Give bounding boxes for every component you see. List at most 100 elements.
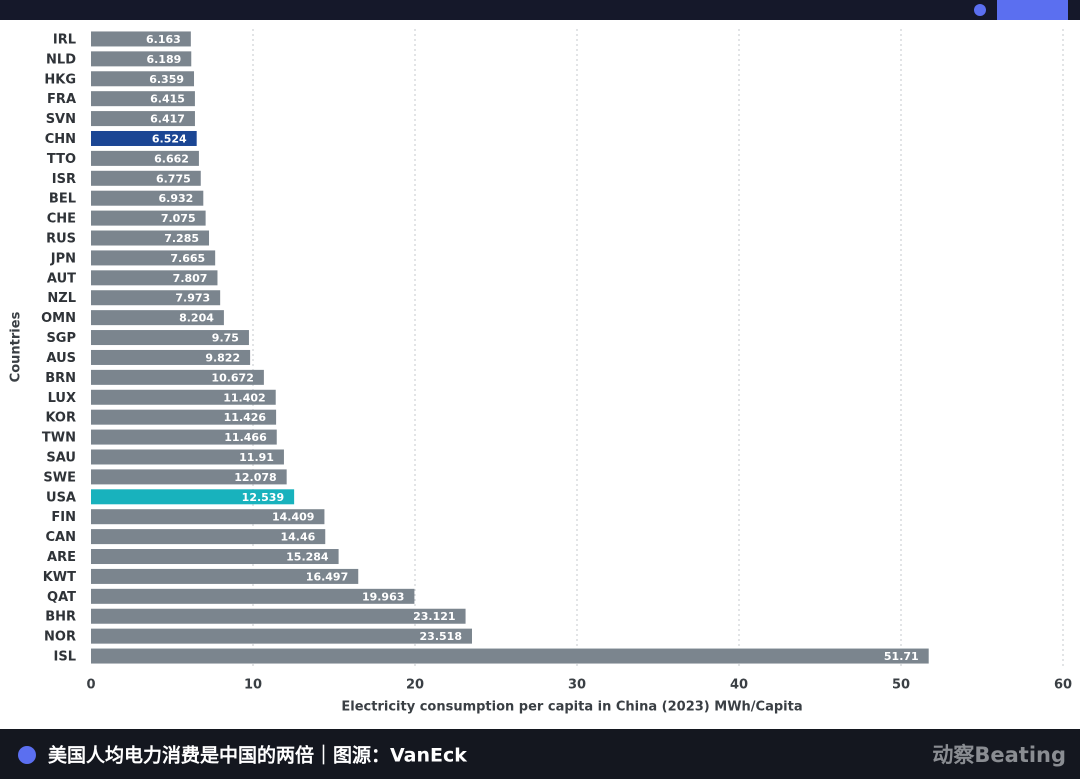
logo: 动察Beating [932, 743, 1066, 767]
value-label: 11.426 [224, 411, 267, 424]
bar [91, 290, 221, 306]
y-tick-label: JPN [50, 251, 76, 266]
value-label: 7.665 [170, 252, 205, 265]
y-tick-label: QAT [47, 590, 76, 605]
y-tick-label: NOR [44, 630, 76, 645]
y-tick-label: NZL [47, 291, 76, 306]
value-label: 7.973 [175, 292, 210, 305]
bar [91, 489, 295, 505]
value-label: 9.75 [212, 332, 239, 345]
bar [91, 170, 201, 186]
x-tick-label: 40 [730, 678, 748, 693]
bar [91, 449, 284, 465]
value-label: 16.497 [306, 570, 348, 583]
x-tick-label: 0 [86, 678, 95, 693]
y-tick-label: TWN [42, 431, 76, 446]
y-tick-label: KWT [43, 570, 76, 585]
value-label: 11.466 [224, 431, 267, 444]
y-tick-label: BHR [45, 610, 76, 625]
value-label: 23.518 [420, 630, 462, 643]
value-label: 7.075 [161, 212, 196, 225]
value-label: 11.91 [239, 451, 274, 464]
bar [91, 190, 204, 206]
x-tick-label: 20 [406, 678, 424, 693]
bar [91, 250, 216, 266]
bar [91, 330, 249, 346]
indicator-bar [997, 0, 1068, 20]
value-label: 12.539 [242, 491, 284, 504]
bar [91, 310, 224, 326]
y-tick-label: TTO [47, 152, 76, 167]
y-tick-label: CHE [47, 212, 76, 227]
y-tick-label: HKG [44, 72, 76, 87]
y-tick-label: LUX [48, 391, 76, 406]
bar [91, 608, 466, 624]
bar [91, 529, 326, 545]
y-tick-label: SWE [43, 470, 76, 485]
y-tick-label: ISL [54, 650, 76, 665]
y-tick-label: AUS [46, 351, 76, 366]
bar [91, 469, 287, 485]
bar [91, 130, 197, 146]
y-tick-label: FRA [47, 92, 76, 107]
y-axis-label: Countries [9, 311, 24, 382]
value-label: 6.932 [159, 192, 194, 205]
bar [91, 270, 218, 286]
value-label: 15.284 [286, 551, 329, 564]
value-label: 8.204 [179, 312, 214, 325]
y-tick-label: FIN [51, 510, 76, 525]
value-label: 6.662 [154, 152, 189, 165]
y-tick-label: BEL [49, 192, 76, 207]
bar [91, 31, 191, 47]
value-label: 51.71 [884, 650, 919, 663]
value-label: 11.402 [223, 391, 265, 404]
bar [91, 648, 929, 664]
bar [91, 91, 195, 107]
x-axis-label: Electricity consumption per capita in Ch… [341, 700, 802, 715]
caption-dot [18, 746, 36, 764]
y-tick-label: SVN [46, 112, 76, 127]
x-tick-label: 50 [892, 678, 910, 693]
y-tick-label: NLD [46, 52, 76, 67]
y-tick-label: SGP [46, 331, 76, 346]
y-tick-label: IRL [53, 32, 76, 47]
value-label: 7.285 [164, 232, 199, 245]
y-tick-label: SAU [46, 450, 76, 465]
bar [91, 349, 251, 365]
value-label: 12.078 [234, 471, 276, 484]
bar [91, 230, 210, 246]
bar [91, 588, 415, 604]
bar [91, 628, 472, 644]
y-tick-label: RUS [46, 232, 76, 247]
y-tick-label: KOR [45, 411, 76, 426]
bar [91, 51, 192, 67]
bar [91, 71, 195, 87]
value-label: 6.775 [156, 172, 191, 185]
bar [91, 568, 359, 584]
x-tick-label: 30 [568, 678, 586, 693]
value-label: 14.46 [280, 531, 315, 544]
value-label: 19.963 [362, 590, 404, 603]
bar [91, 509, 325, 525]
bar [91, 369, 264, 385]
bar [91, 111, 195, 127]
value-label: 10.672 [211, 371, 253, 384]
value-label: 6.415 [150, 93, 185, 106]
bar [91, 409, 277, 425]
y-tick-label: CHN [45, 132, 76, 147]
value-label: 6.189 [146, 53, 181, 66]
x-tick-label: 10 [244, 678, 262, 693]
value-label: 6.417 [150, 113, 185, 126]
y-tick-label: ARE [47, 550, 76, 565]
value-label: 6.163 [146, 33, 181, 46]
y-tick-label: USA [46, 490, 76, 505]
value-label: 6.359 [149, 73, 184, 86]
value-label: 14.409 [272, 511, 314, 524]
value-label: 6.524 [152, 132, 187, 145]
x-tick-label: 60 [1054, 678, 1072, 693]
value-label: 23.121 [413, 610, 455, 623]
y-tick-label: AUT [47, 271, 76, 286]
bottom-bar [0, 729, 1080, 779]
indicator-dot [974, 4, 986, 16]
